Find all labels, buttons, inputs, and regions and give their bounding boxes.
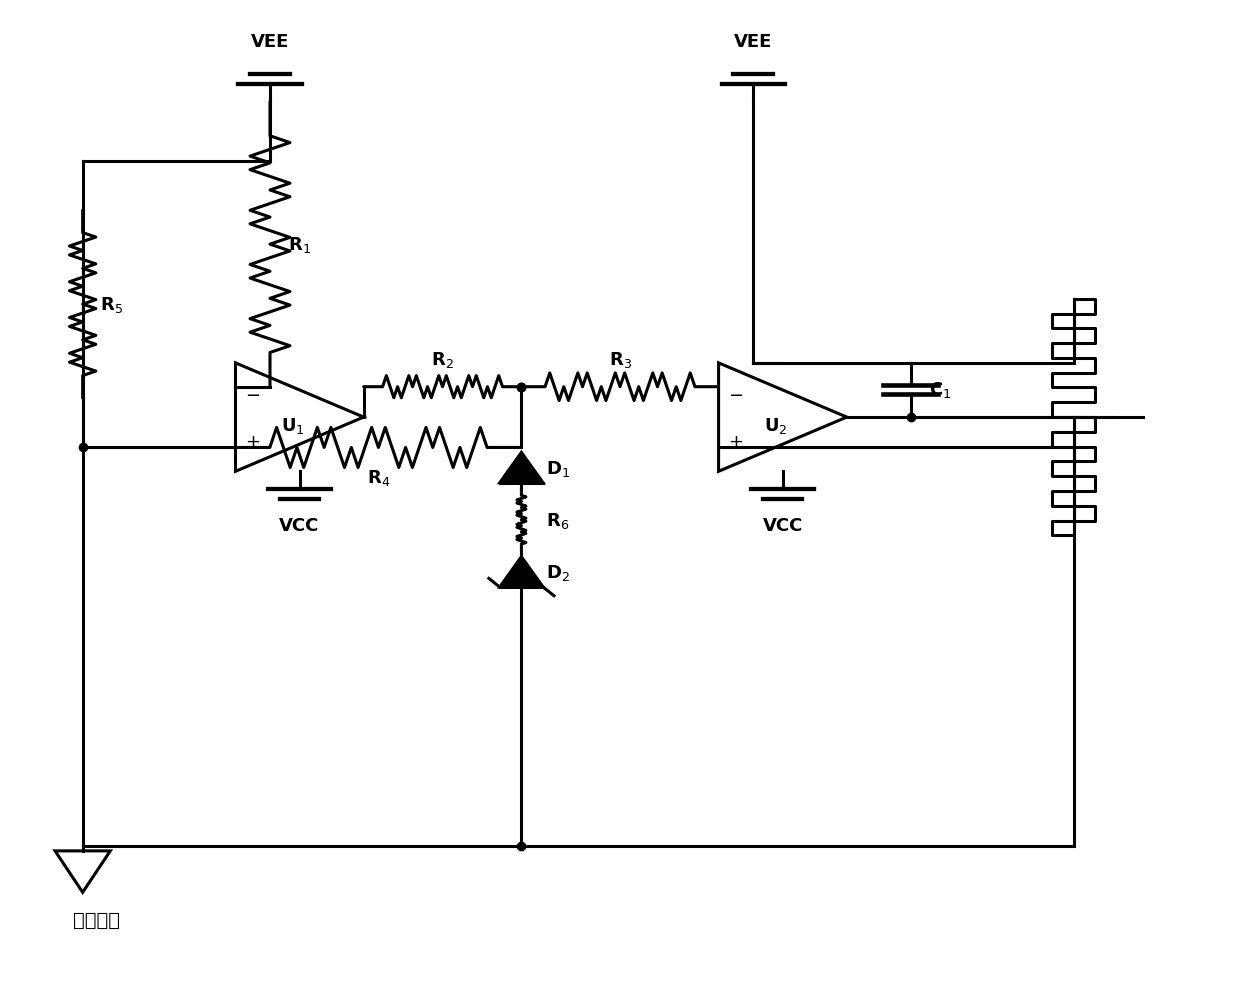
Text: R$_1$: R$_1$ bbox=[288, 235, 311, 255]
Text: 基准电压: 基准电压 bbox=[73, 910, 120, 929]
Text: R$_6$: R$_6$ bbox=[546, 510, 569, 530]
Text: U$_1$: U$_1$ bbox=[281, 415, 305, 436]
Text: C$_1$: C$_1$ bbox=[929, 380, 951, 400]
Text: D$_1$: D$_1$ bbox=[546, 458, 570, 478]
Text: $+$: $+$ bbox=[728, 433, 743, 451]
Text: $-$: $-$ bbox=[244, 385, 260, 403]
Text: U$_2$: U$_2$ bbox=[765, 415, 789, 436]
Polygon shape bbox=[500, 453, 543, 483]
Text: VCC: VCC bbox=[763, 516, 802, 534]
Text: VEE: VEE bbox=[250, 34, 289, 51]
Text: R$_2$: R$_2$ bbox=[432, 350, 454, 370]
Text: D$_2$: D$_2$ bbox=[546, 562, 570, 583]
Text: VCC: VCC bbox=[279, 516, 320, 534]
Text: $+$: $+$ bbox=[244, 433, 260, 451]
Polygon shape bbox=[500, 557, 543, 588]
Text: $-$: $-$ bbox=[728, 385, 743, 403]
Text: R$_5$: R$_5$ bbox=[100, 295, 124, 315]
Text: R$_3$: R$_3$ bbox=[609, 350, 631, 370]
Text: R$_4$: R$_4$ bbox=[367, 467, 391, 488]
Text: VEE: VEE bbox=[734, 34, 773, 51]
